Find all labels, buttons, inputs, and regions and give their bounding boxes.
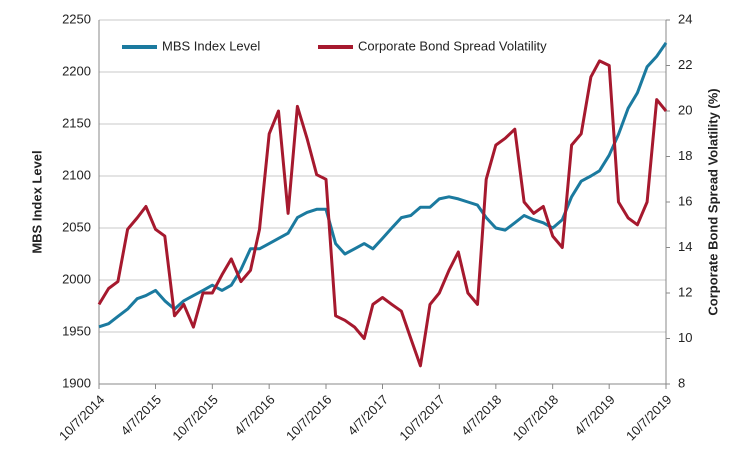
y2-tick-label: 10 (678, 330, 692, 345)
y-tick-label: 2000 (62, 271, 91, 286)
y2-tick-label: 20 (678, 102, 692, 117)
y-tick-label: 2050 (62, 219, 91, 234)
y-tick-label: 2150 (62, 115, 91, 130)
series-line (98, 42, 668, 329)
x-tick-label: 4/7/2016 (231, 392, 277, 438)
legend-label: MBS Index Level (162, 38, 260, 53)
series-line (97, 59, 668, 368)
y2-tick-label: 24 (678, 11, 692, 26)
y-tick-label: 2250 (62, 11, 91, 26)
x-tick-label: 4/7/2017 (345, 392, 391, 438)
y2-tick-label: 18 (678, 148, 692, 163)
y-axis-label: MBS Index Level (29, 150, 44, 253)
x-tick-label: 10/7/2016 (283, 392, 335, 444)
y-tick-label: 2100 (62, 167, 91, 182)
x-tick-label: 10/7/2015 (169, 392, 221, 444)
y2-tick-label: 8 (678, 375, 685, 390)
x-tick-label: 10/7/2014 (56, 392, 108, 444)
y2-tick-label: 22 (678, 57, 692, 72)
x-tick-label: 4/7/2015 (118, 392, 164, 438)
y2-tick-label: 16 (678, 193, 692, 208)
y-tick-label: 1950 (62, 323, 91, 338)
y-tick-label: 1900 (62, 375, 91, 390)
y2-tick-label: 14 (678, 239, 692, 254)
x-tick-label: 4/7/2019 (571, 392, 617, 438)
y-tick-label: 2200 (62, 63, 91, 78)
x-tick-label: 10/7/2019 (623, 392, 675, 444)
y2-axis-label: Corporate Bond Spread Volatility (%) (705, 88, 720, 315)
y2-tick-label: 12 (678, 284, 692, 299)
x-tick-label: 10/7/2017 (396, 392, 448, 444)
legend-label: Corporate Bond Spread Volatility (358, 38, 547, 53)
x-tick-label: 4/7/2018 (458, 392, 504, 438)
x-tick-label: 10/7/2018 (510, 392, 562, 444)
